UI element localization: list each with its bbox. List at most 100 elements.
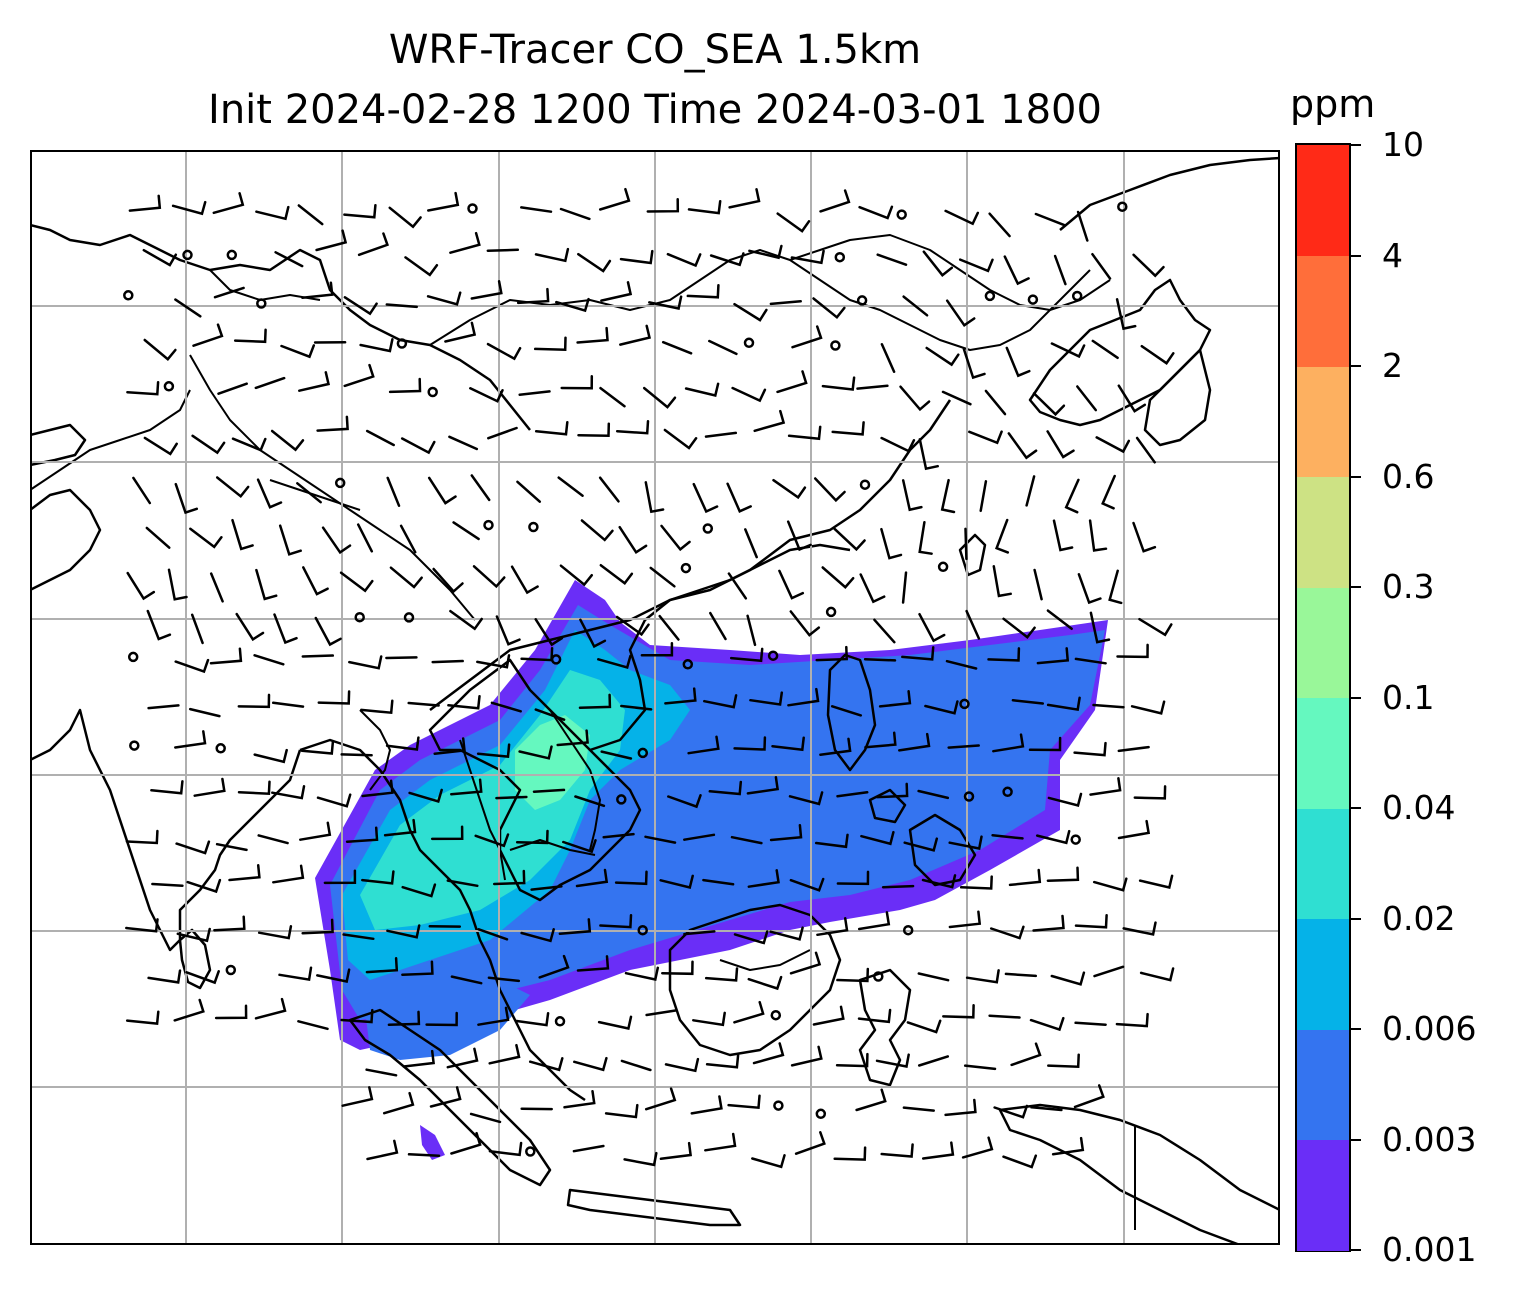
wind-barb [450,975,483,985]
wind-barb [942,1004,975,1019]
wind-barb [427,191,460,212]
wind-barb [314,616,342,647]
wind-barb [357,232,389,257]
wind-barb [126,380,160,396]
wind-barb [961,1136,994,1159]
wind-barb [470,474,491,502]
wind-barb [753,409,786,433]
wind-barb [857,911,891,931]
wind-barb [704,431,738,438]
wind-barb [924,700,959,715]
calm-wind-marker [815,1108,827,1120]
wind-barb [789,877,825,892]
wind-barb [189,527,223,549]
wind-barb [790,1045,823,1067]
wind-barb [836,870,870,886]
calm-wind-marker [873,971,884,982]
wind-barb [518,745,553,760]
wind-barb [992,733,1025,753]
wind-barb [492,869,526,886]
wind-barb [1046,866,1080,882]
calm-wind-marker [1117,201,1128,212]
wind-barb [600,750,633,760]
wind-barb [686,284,720,299]
map-panel[interactable] [30,150,1280,1245]
wind-barb [1030,1106,1063,1112]
calm-wind-marker [123,290,134,301]
wind-barb [446,1047,479,1069]
wind-barb [787,425,822,441]
wind-barb [271,785,306,800]
wind-barb [918,612,946,643]
wind-barb [1092,703,1125,709]
wind-barb [1047,792,1083,808]
wind-barb [1046,696,1081,712]
wind-barb [771,736,805,752]
wind-barb [645,1009,678,1017]
wind-barb [659,1141,692,1161]
wind-barb [297,1020,329,1031]
calm-wind-marker [334,477,346,489]
calm-wind-marker [182,249,193,261]
wind-barb [1004,972,1038,978]
calm-wind-marker [859,479,871,490]
wind-barb [791,325,823,349]
wind-barb [1074,1021,1107,1026]
wind-barb [470,280,503,300]
wind-barb [343,296,378,316]
wind-barb [864,731,897,749]
wind-barb [901,479,923,512]
coastline-taiwan [958,533,987,577]
wind-barb [515,829,549,845]
wind-barbs [123,187,1175,1169]
wind-barb [747,869,780,888]
wind-barb [532,788,566,793]
wind-barb [962,347,986,380]
colorbar-segment [1297,366,1349,477]
wind-barb [1115,298,1137,331]
wind-barb [660,524,691,552]
wind-barb [516,480,542,503]
wind-barb [278,966,313,982]
wind-barb [1050,342,1086,359]
wind-barb [167,568,188,601]
wind-barb [429,1086,462,1108]
wind-barb [132,476,152,505]
wind-barb [602,832,635,839]
calm-wind-marker [467,203,478,214]
wind-barb [516,287,550,305]
wind-barb [301,654,335,658]
wind-barb [880,436,916,453]
wind-barb [495,615,521,646]
wind-barb [902,295,929,317]
wind-barb [520,928,555,943]
wind-barb [486,248,520,252]
wind-barb [1076,385,1098,412]
colorbar-segment [1297,587,1349,698]
wind-barb [1052,519,1074,552]
wind-barb [1034,212,1066,227]
wind-barb [979,480,988,513]
wind-barb [142,248,178,267]
wind-barb [125,1010,160,1025]
colorbar-tick [1351,1138,1361,1141]
wind-barb [433,737,466,755]
wind-barb [365,429,395,447]
wind-barb [769,299,802,306]
wind-barb [859,573,886,604]
colorbar-segment [1297,697,1349,809]
calm-wind-marker [682,659,694,670]
calm-wind-marker [554,1016,566,1027]
wind-barb [280,344,316,359]
coastline-persian-gulf [30,423,87,467]
wind-barb [174,658,210,674]
wind-barb [580,519,614,542]
wind-barb [944,209,980,226]
wind-barb [345,826,379,843]
wind-barb [557,476,584,497]
wind-barb [898,732,931,752]
wind-barb [407,701,440,707]
wind-barb [925,346,960,367]
calm-wind-marker [225,964,237,976]
wind-barb [577,252,612,273]
